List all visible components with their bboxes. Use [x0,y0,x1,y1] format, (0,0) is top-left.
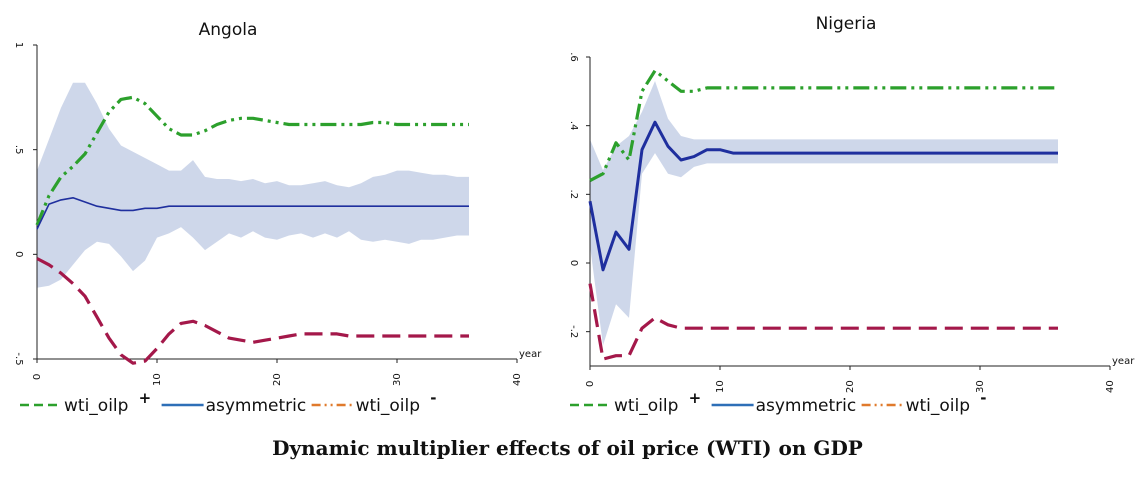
legend-superscript: + [139,389,152,407]
chart-title: Angola [199,20,258,40]
legend-superscript: - [980,389,986,407]
series-asymmetric [36,197,469,230]
x-tick-label: 10 [715,380,726,393]
x-tick-label: 0 [32,374,43,380]
y-tick-label: .2 [568,190,579,200]
y-tick-label: .6 [568,52,579,62]
y-tick-label: 1 [13,42,24,48]
x-tick-label: 10 [152,373,163,386]
legend-label: wti_oilp [64,396,128,416]
x-axis-label: year [1112,356,1135,367]
legend-label: asymmetric [206,396,307,416]
x-tick-label: 30 [975,380,986,393]
x-tick-label: 20 [272,373,283,386]
chart-nigeria: -.2 0 .2 .4 .6 0 10 20 30 40 year Nigeria wti_oilp + a… [568,14,1135,416]
legend: wti_oilp + asymmetric wti_oilp - [570,389,986,416]
series-asymmetric [588,120,1058,272]
legend: wti_oilp + asymmetric wti_oilp - [20,389,436,416]
series-wti-oilp-plus [35,95,469,226]
legend-label: wti_oilp [614,396,678,416]
x-tick-label: 30 [392,373,403,386]
confidence-band [590,81,1058,346]
y-tick-label: -.5 [13,352,24,365]
y-tick-label: .4 [568,121,579,131]
y-tick-label: .5 [13,145,24,155]
legend-superscript: - [430,389,436,407]
chart-title: Nigeria [816,14,877,34]
figure-caption: Dynamic multiplier effects of oil price … [272,436,863,460]
y-tick-label: 0 [568,260,579,266]
x-tick-label: 40 [1105,380,1116,393]
x-tick-label: 40 [512,373,523,386]
x-axis-label: year [519,349,542,360]
legend-label: wti_oilp [906,396,970,416]
series-wti-oilp-plus [589,69,1058,183]
legend-label: wti_oilp [356,396,420,416]
series-wti-oilp-minus [36,257,469,365]
x-tick-label: 20 [845,380,856,393]
series-wti-oilp-minus [588,283,1058,361]
confidence-band [37,82,469,288]
y-tick-label: -.2 [568,325,579,338]
legend-superscript: + [689,389,702,407]
legend-label: asymmetric [756,396,857,416]
x-tick-label: 0 [585,381,596,387]
y-tick-label: 0 [13,251,24,257]
